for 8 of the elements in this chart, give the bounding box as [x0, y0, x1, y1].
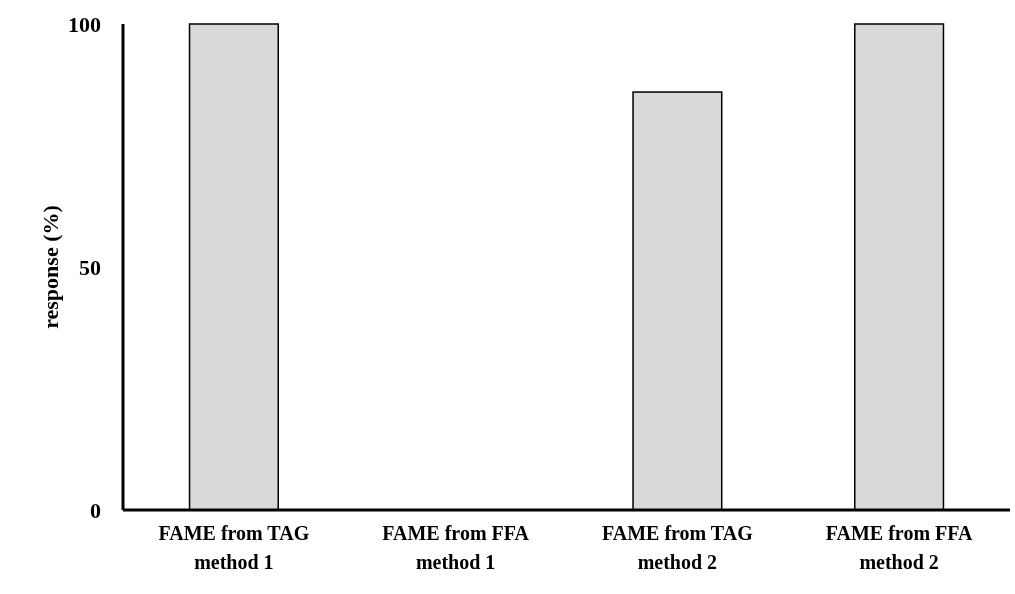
x-tick-label: FAME from TAG method 2 [602, 522, 754, 573]
y-tick-label: 100 [68, 11, 101, 37]
y-tick-label: 50 [79, 254, 101, 280]
y-axis-title: response (%) [38, 205, 63, 329]
x-tick-label: FAME from FFA method 1 [382, 522, 530, 573]
x-tick-label: FAME from FFA method 2 [825, 522, 973, 573]
y-tick-label: 0 [90, 497, 101, 523]
x-tick-label: FAME from TAG method 1 [158, 522, 310, 573]
